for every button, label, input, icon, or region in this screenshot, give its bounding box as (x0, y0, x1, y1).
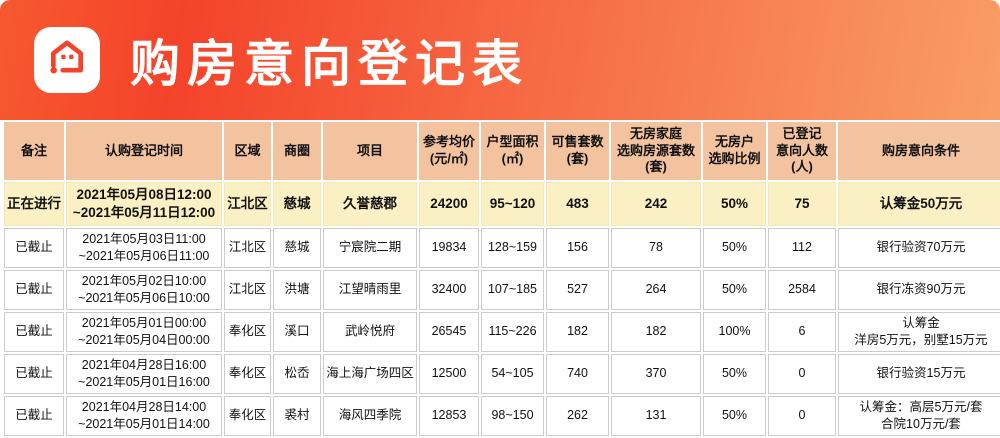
registration-time-cell: 2021年04月28日14:00 ~2021年05月01日14:00 (66, 396, 222, 436)
app-logo (34, 27, 100, 93)
col-header-registered-count: 已登记 意向人数 (人) (768, 122, 836, 180)
unit-size-cell: 98~150 (481, 396, 544, 436)
avg-price-cell: 24200 (419, 182, 479, 226)
project-cell: 海上海广场四区 (323, 354, 417, 394)
units-available-cell: 262 (546, 396, 609, 436)
col-header-nohouse-family-units: 无房家庭 选购房源套数 (套) (611, 122, 701, 180)
col-header-registration-time: 认购登记时间 (66, 122, 222, 180)
registration-time-cell: 2021年04月28日16:00 ~2021年05月01日16:00 (66, 354, 222, 394)
project-cell: 久誉慈郡 (323, 182, 417, 226)
nohouse-ratio-cell: 100% (703, 312, 766, 352)
condition-cell: 银行验资15万元 (838, 354, 1000, 394)
business-area-cell: 松岙 (273, 354, 321, 394)
project-cell: 江望晴雨里 (323, 270, 417, 310)
unit-size-cell: 95~120 (481, 182, 544, 226)
nohouse-ratio-cell: 50% (703, 354, 766, 394)
nohouse-family-units-cell: 182 (611, 312, 701, 352)
unit-size-cell: 128~159 (481, 228, 544, 268)
table-row: 已截止 2021年04月28日14:00 ~2021年05月01日14:00 奉化… (4, 396, 1000, 436)
status-cell: 正在进行 (4, 182, 64, 226)
registration-time-cell: 2021年05月03日11:00 ~2021年05月06日11:00 (66, 228, 222, 268)
nohouse-family-units-cell: 78 (611, 228, 701, 268)
condition-cell: 认筹金 洋房5万元，别墅15万元 (838, 312, 1000, 352)
project-cell: 海风四季院 (323, 396, 417, 436)
status-cell: 已截止 (4, 396, 64, 436)
business-area-cell: 洪塘 (273, 270, 321, 310)
district-cell: 奉化区 (224, 396, 271, 436)
avg-price-cell: 12853 (419, 396, 479, 436)
registration-table: 备注 认购登记时间 区域 商圈 项目 参考均价 (元/㎡) 户型面积 (㎡) 可售套… (2, 120, 1000, 438)
col-header-status: 备注 (4, 122, 64, 180)
col-header-nohouse-ratio: 无房户 选购比例 (703, 122, 766, 180)
units-available-cell: 740 (546, 354, 609, 394)
business-area-cell: 溪口 (273, 312, 321, 352)
status-cell: 已截止 (4, 228, 64, 268)
business-area-cell: 慈城 (273, 228, 321, 268)
registration-time-cell: 2021年05月08日12:00 ~2021年05月11日12:00 (66, 182, 222, 226)
table-row: 已截止 2021年05月03日11:00 ~2021年05月06日11:00 江北… (4, 228, 1000, 268)
nohouse-family-units-cell: 264 (611, 270, 701, 310)
house-icon (44, 35, 90, 86)
avg-price-cell: 19834 (419, 228, 479, 268)
condition-cell: 银行验资70万元 (838, 228, 1000, 268)
status-cell: 已截止 (4, 354, 64, 394)
table-row: 已截止 2021年05月01日00:00 ~2021年05月04日00:00 奉化… (4, 312, 1000, 352)
district-cell: 江北区 (224, 228, 271, 268)
nohouse-ratio-cell: 50% (703, 182, 766, 226)
district-cell: 奉化区 (224, 312, 271, 352)
page-banner: 购房意向登记表 (0, 0, 1000, 120)
registered-count-cell: 0 (768, 354, 836, 394)
registered-count-cell: 0 (768, 396, 836, 436)
units-available-cell: 156 (546, 228, 609, 268)
units-available-cell: 483 (546, 182, 609, 226)
condition-cell: 认筹金50万元 (838, 182, 1000, 226)
units-available-cell: 527 (546, 270, 609, 310)
registered-count-cell: 6 (768, 312, 836, 352)
business-area-cell: 裘村 (273, 396, 321, 436)
nohouse-family-units-cell: 370 (611, 354, 701, 394)
district-cell: 江北区 (224, 182, 271, 226)
col-header-business-area: 商圈 (273, 122, 321, 180)
table-row: 已截止 2021年05月02日10:00 ~2021年05月06日10:00 江北… (4, 270, 1000, 310)
registered-count-cell: 2584 (768, 270, 836, 310)
col-header-project: 项目 (323, 122, 417, 180)
nohouse-family-units-cell: 242 (611, 182, 701, 226)
business-area-cell: 慈城 (273, 182, 321, 226)
col-header-avg-price: 参考均价 (元/㎡) (419, 122, 479, 180)
table-row-active: 正在进行 2021年05月08日12:00 ~2021年05月11日12:00 江… (4, 182, 1000, 226)
header-row: 备注 认购登记时间 区域 商圈 项目 参考均价 (元/㎡) 户型面积 (㎡) 可售套… (4, 122, 1000, 180)
col-header-unit-size: 户型面积 (㎡) (481, 122, 544, 180)
district-cell: 江北区 (224, 270, 271, 310)
condition-cell: 银行冻资90万元 (838, 270, 1000, 310)
registered-count-cell: 112 (768, 228, 836, 268)
col-header-units-available: 可售套数 (套) (546, 122, 609, 180)
registered-count-cell: 75 (768, 182, 836, 226)
unit-size-cell: 115~226 (481, 312, 544, 352)
avg-price-cell: 12500 (419, 354, 479, 394)
status-cell: 已截止 (4, 312, 64, 352)
avg-price-cell: 32400 (419, 270, 479, 310)
table-row: 已截止 2021年04月28日16:00 ~2021年05月01日16:00 奉化… (4, 354, 1000, 394)
project-cell: 宁宸院二期 (323, 228, 417, 268)
units-available-cell: 182 (546, 312, 609, 352)
registration-time-cell: 2021年05月02日10:00 ~2021年05月06日10:00 (66, 270, 222, 310)
nohouse-ratio-cell: 50% (703, 396, 766, 436)
condition-cell: 认筹金：高层5万元/套 合院10万元/套 (838, 396, 1000, 436)
col-header-district: 区域 (224, 122, 271, 180)
col-header-condition: 购房意向条件 (838, 122, 1000, 180)
nohouse-ratio-cell: 50% (703, 270, 766, 310)
unit-size-cell: 107~185 (481, 270, 544, 310)
avg-price-cell: 26545 (419, 312, 479, 352)
nohouse-ratio-cell: 50% (703, 228, 766, 268)
district-cell: 奉化区 (224, 354, 271, 394)
nohouse-family-units-cell: 131 (611, 396, 701, 436)
project-cell: 武岭悦府 (323, 312, 417, 352)
registration-time-cell: 2021年05月01日00:00 ~2021年05月04日00:00 (66, 312, 222, 352)
page-title: 购房意向登记表 (130, 36, 529, 92)
status-cell: 已截止 (4, 270, 64, 310)
unit-size-cell: 54~105 (481, 354, 544, 394)
